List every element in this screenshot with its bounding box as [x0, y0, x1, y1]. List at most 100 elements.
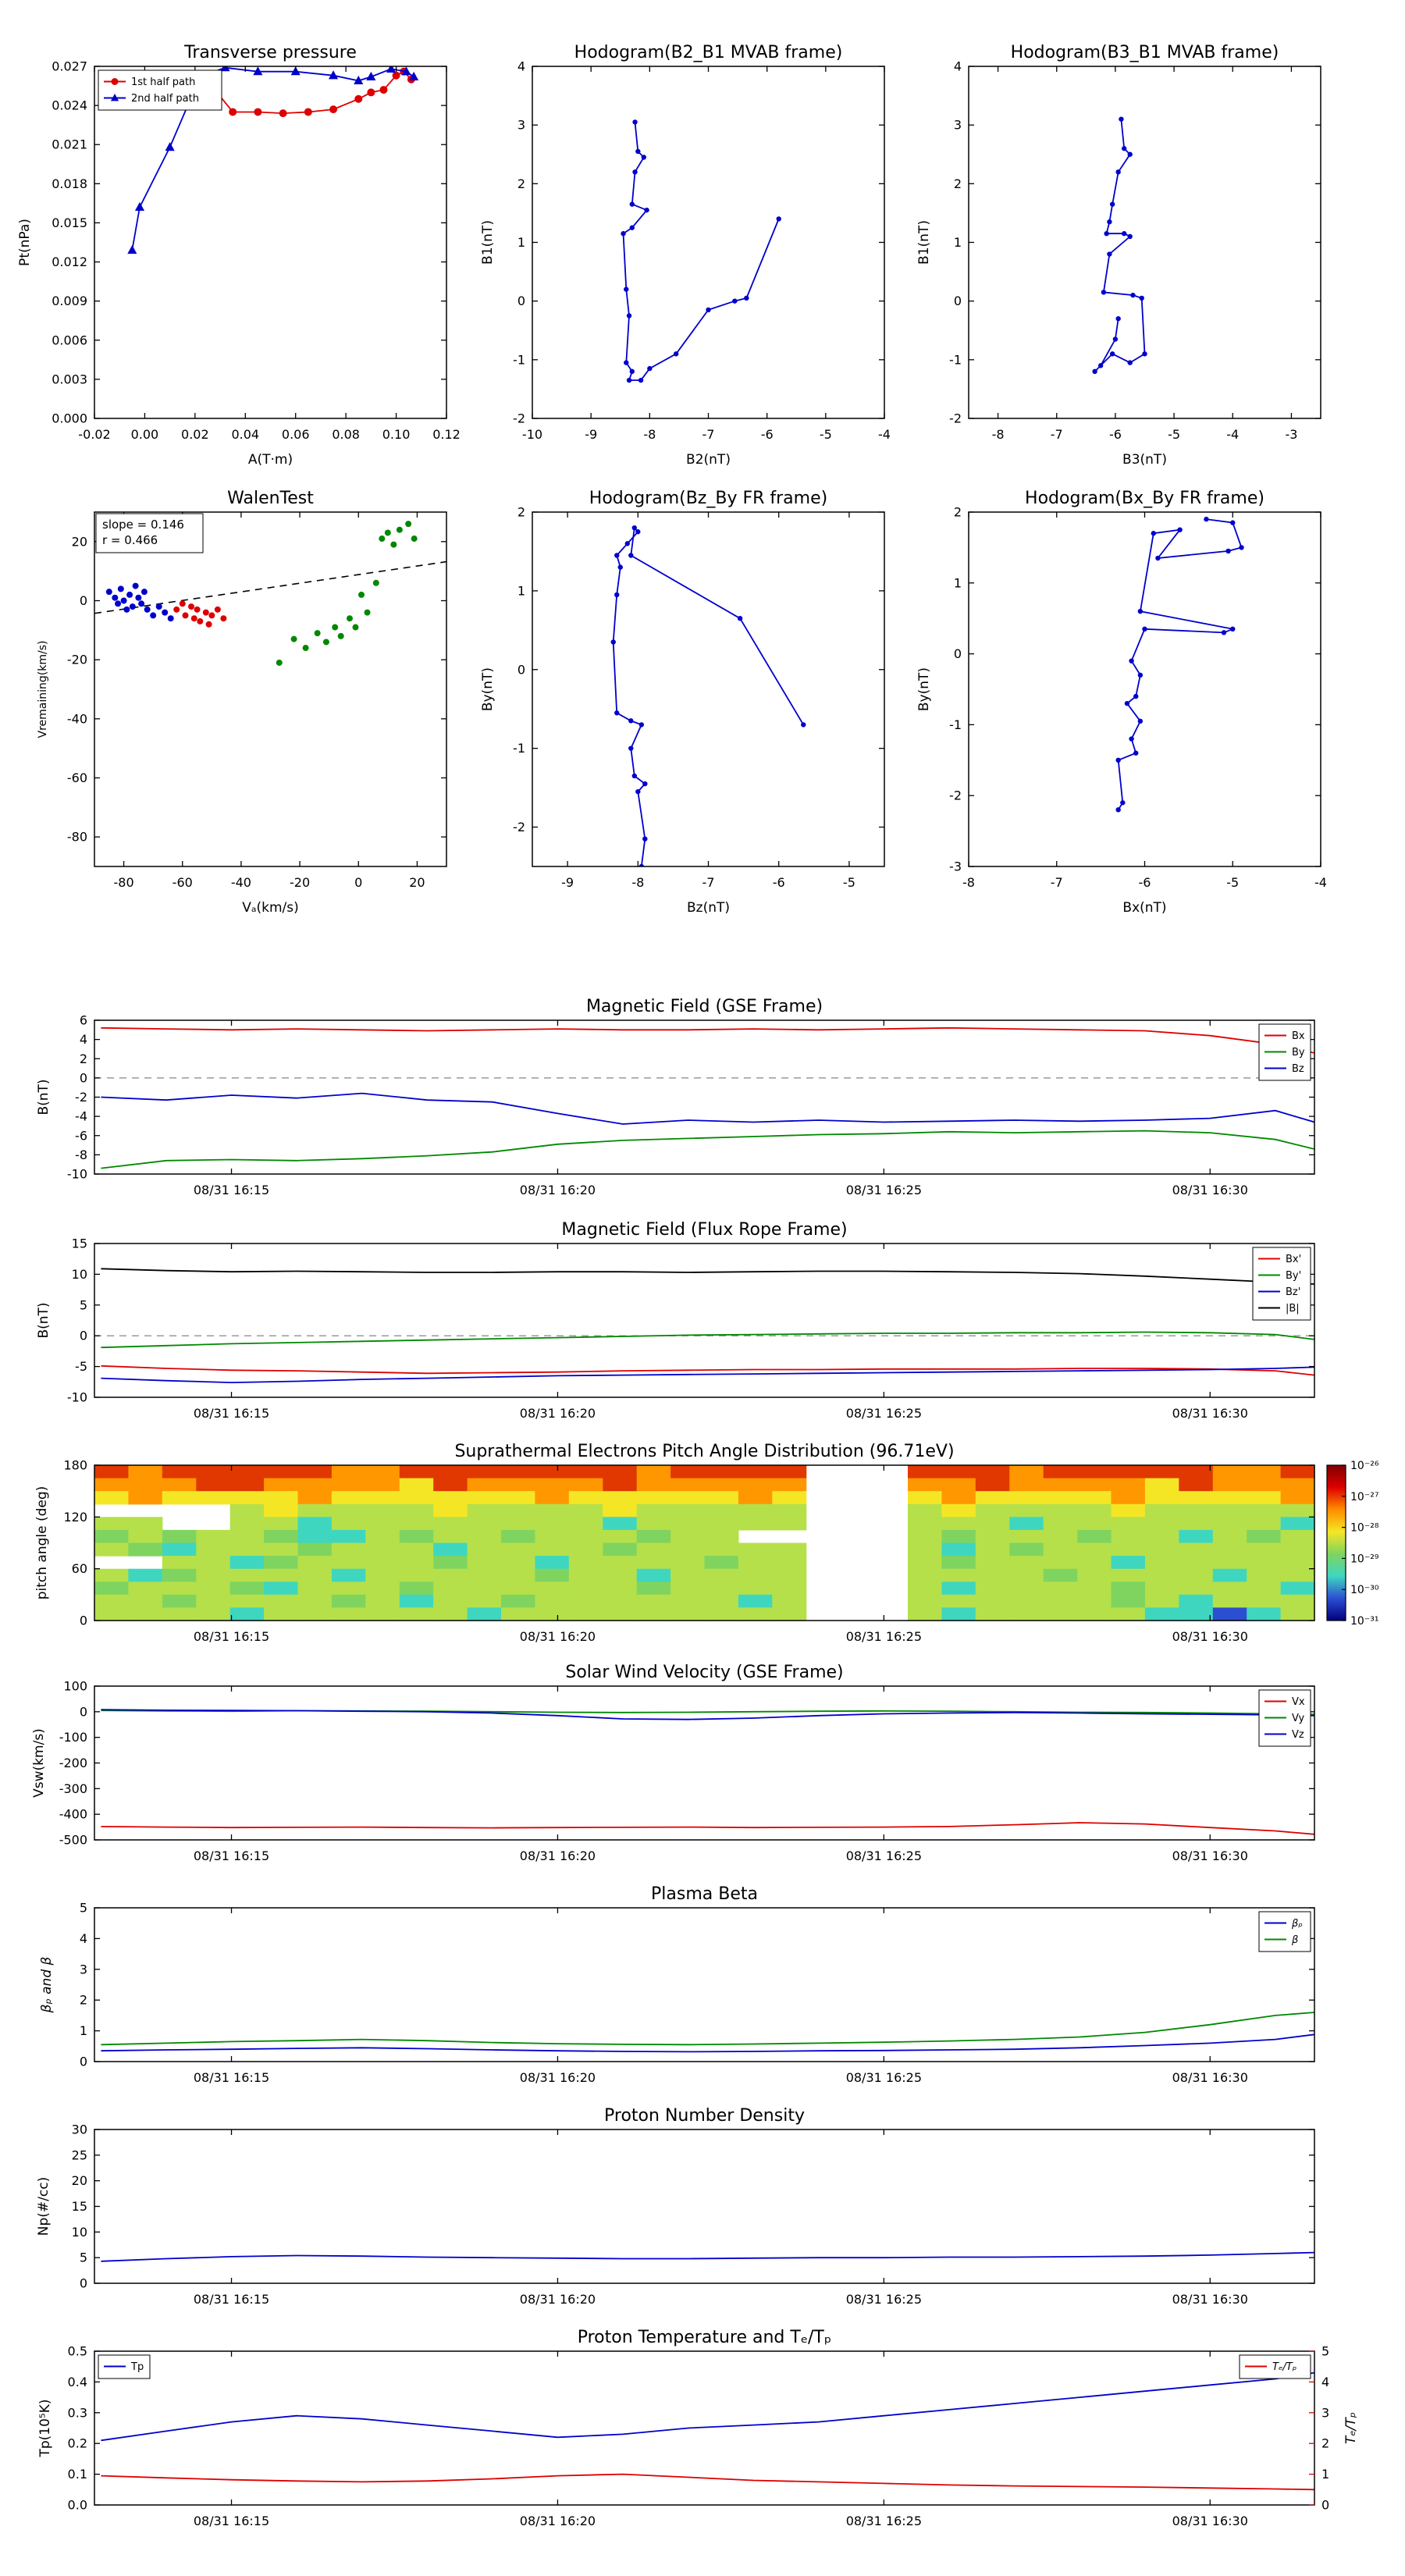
series-bz [101, 1092, 1314, 1125]
chart-title: Hodogram(Bx_By FR frame) [1025, 489, 1264, 508]
colorbar-tick-label: 10⁻³¹ [1350, 1615, 1378, 1628]
y-tick-label: 5 [80, 2250, 87, 2265]
marker-dot [628, 553, 634, 558]
marker-dot [1127, 360, 1133, 365]
panel-np: 08/31 16:15 08/31 16:20 08/31 16:25 08/31 1… [36, 2106, 1315, 2307]
marker-dot [610, 639, 616, 645]
panel-hodogram-bx-by: -8 -7 -6 -5 -4 -3 -2 -1 0 1 2 Hodogram(Bx_By FR fra… [916, 489, 1327, 916]
legend: βₚ β [1258, 1911, 1311, 1952]
marker-triangle [409, 71, 419, 80]
marker-circle [205, 621, 212, 628]
marker-circle [150, 612, 157, 619]
x-axis-label: B2(nT) [686, 452, 731, 468]
y-tick-label: 10 [72, 2225, 87, 2240]
marker-circle [194, 606, 201, 613]
y-tick-label: 0.000 [52, 411, 87, 426]
marker-dot [642, 836, 648, 841]
axes: -8 -7 -6 -5 -4 -3 -2 -1 0 1 2 Hodogram(Bx_By FR fra… [916, 489, 1327, 916]
x-tick-label: 08/31 16:25 [846, 2292, 922, 2307]
y-tick-label: 5 [80, 1901, 87, 1916]
x-tick-label: -5 [843, 875, 855, 890]
x-tick-label: -60 [173, 875, 193, 890]
axes: 08/31 16:15 08/31 16:20 08/31 16:25 08/31 1… [34, 1442, 1315, 1644]
marker-circle [304, 108, 312, 116]
marker-circle [208, 612, 215, 619]
x-tick-label: -8 [643, 427, 656, 442]
marker-dot [732, 298, 738, 304]
marker-triangle [401, 66, 411, 76]
y-tick-label: -200 [59, 1756, 87, 1770]
series-tp [101, 2371, 1314, 2442]
marker-circle [346, 615, 353, 622]
marker-dot [617, 564, 623, 570]
x-tick-label: 08/31 16:15 [194, 1183, 269, 1197]
x-tick-label: -20 [290, 875, 310, 890]
legend: 1st half path 2nd half path [98, 69, 222, 111]
x-tick-label: -80 [114, 875, 134, 890]
y-tick-label: -6 [75, 1128, 87, 1143]
y-axis-label: βₚ and β [39, 1956, 55, 2013]
marker-circle [167, 615, 174, 622]
right-y-tick-label: 3 [1321, 2405, 1329, 2420]
y-tick-label: 0.021 [52, 137, 87, 152]
y-axis-label: Np(#/cc) [36, 2177, 52, 2236]
marker-circle [129, 603, 136, 610]
x-tick-label: -4 [878, 427, 891, 442]
x-tick-label: 08/31 16:15 [194, 1629, 269, 1644]
y-tick-label: 180 [63, 1458, 87, 1473]
series-np [101, 2251, 1314, 2262]
marker-dot [631, 773, 637, 779]
x-tick-label: 0.02 [181, 427, 209, 442]
marker-dot [1221, 630, 1227, 635]
marker-dot [624, 286, 629, 292]
legend-label: By' [1286, 1270, 1301, 1282]
legend: Bx By Bz [1258, 1023, 1311, 1081]
marker-dot [1127, 151, 1133, 157]
marker-dot [614, 710, 620, 716]
x-tick-label: 08/31 16:25 [846, 2514, 922, 2528]
marker-dot [1239, 545, 1244, 550]
y-tick-label: 0.006 [52, 333, 87, 347]
marker-dot [1104, 231, 1109, 237]
y-tick-label: 4 [518, 59, 525, 74]
marker-dot [1101, 290, 1107, 295]
marker-dot [614, 553, 620, 558]
marker-dot [1107, 251, 1112, 257]
series-markers-b3-vs-b1 [1092, 116, 1147, 375]
marker-circle [197, 617, 204, 624]
marker-triangle [165, 142, 175, 151]
marker-circle [358, 591, 365, 598]
axes: 08/31 16:15 08/31 16:20 08/31 16:25 08/31 1… [36, 2106, 1315, 2307]
y-tick-label: 15 [72, 1236, 87, 1251]
marker-circle [352, 624, 359, 631]
y-tick-label: 0.5 [68, 2344, 87, 2359]
x-tick-label: 08/31 16:25 [846, 1183, 922, 1197]
y-axis-label: By(nT) [916, 667, 932, 711]
heatmap-cells [94, 1465, 1315, 1621]
legend: Tp [98, 2354, 151, 2379]
chart-title: Magnetic Field (Flux Rope Frame) [561, 1220, 847, 1240]
series-bz [101, 1366, 1314, 1384]
y-tick-label: 1 [80, 2023, 87, 2038]
y-tick-label: 0 [80, 1070, 87, 1085]
x-tick-label: 08/31 16:25 [846, 1848, 922, 1863]
marker-circle [214, 606, 221, 613]
marker-dot [1121, 231, 1127, 237]
y-tick-label: 120 [63, 1510, 87, 1525]
series-b2-vs-b1 [622, 122, 780, 381]
x-axis-label: Bz(nT) [687, 900, 730, 916]
marker-dot [1230, 626, 1236, 632]
marker-circle [332, 624, 339, 631]
x-tick-label: -3 [1285, 427, 1297, 442]
marker-dot [626, 313, 632, 318]
axes: 08/31 16:15 08/31 16:20 08/31 16:25 08/31 1… [39, 1884, 1315, 2085]
marker-dot [647, 365, 653, 372]
y-axis-label: Pt(nPa) [17, 219, 33, 266]
marker-circle [144, 606, 151, 613]
series-layer [1115, 516, 1244, 813]
marker-circle [411, 535, 418, 543]
axes-frame [94, 66, 447, 419]
x-tick-label: -5 [1168, 427, 1180, 442]
marker-circle [138, 600, 145, 607]
